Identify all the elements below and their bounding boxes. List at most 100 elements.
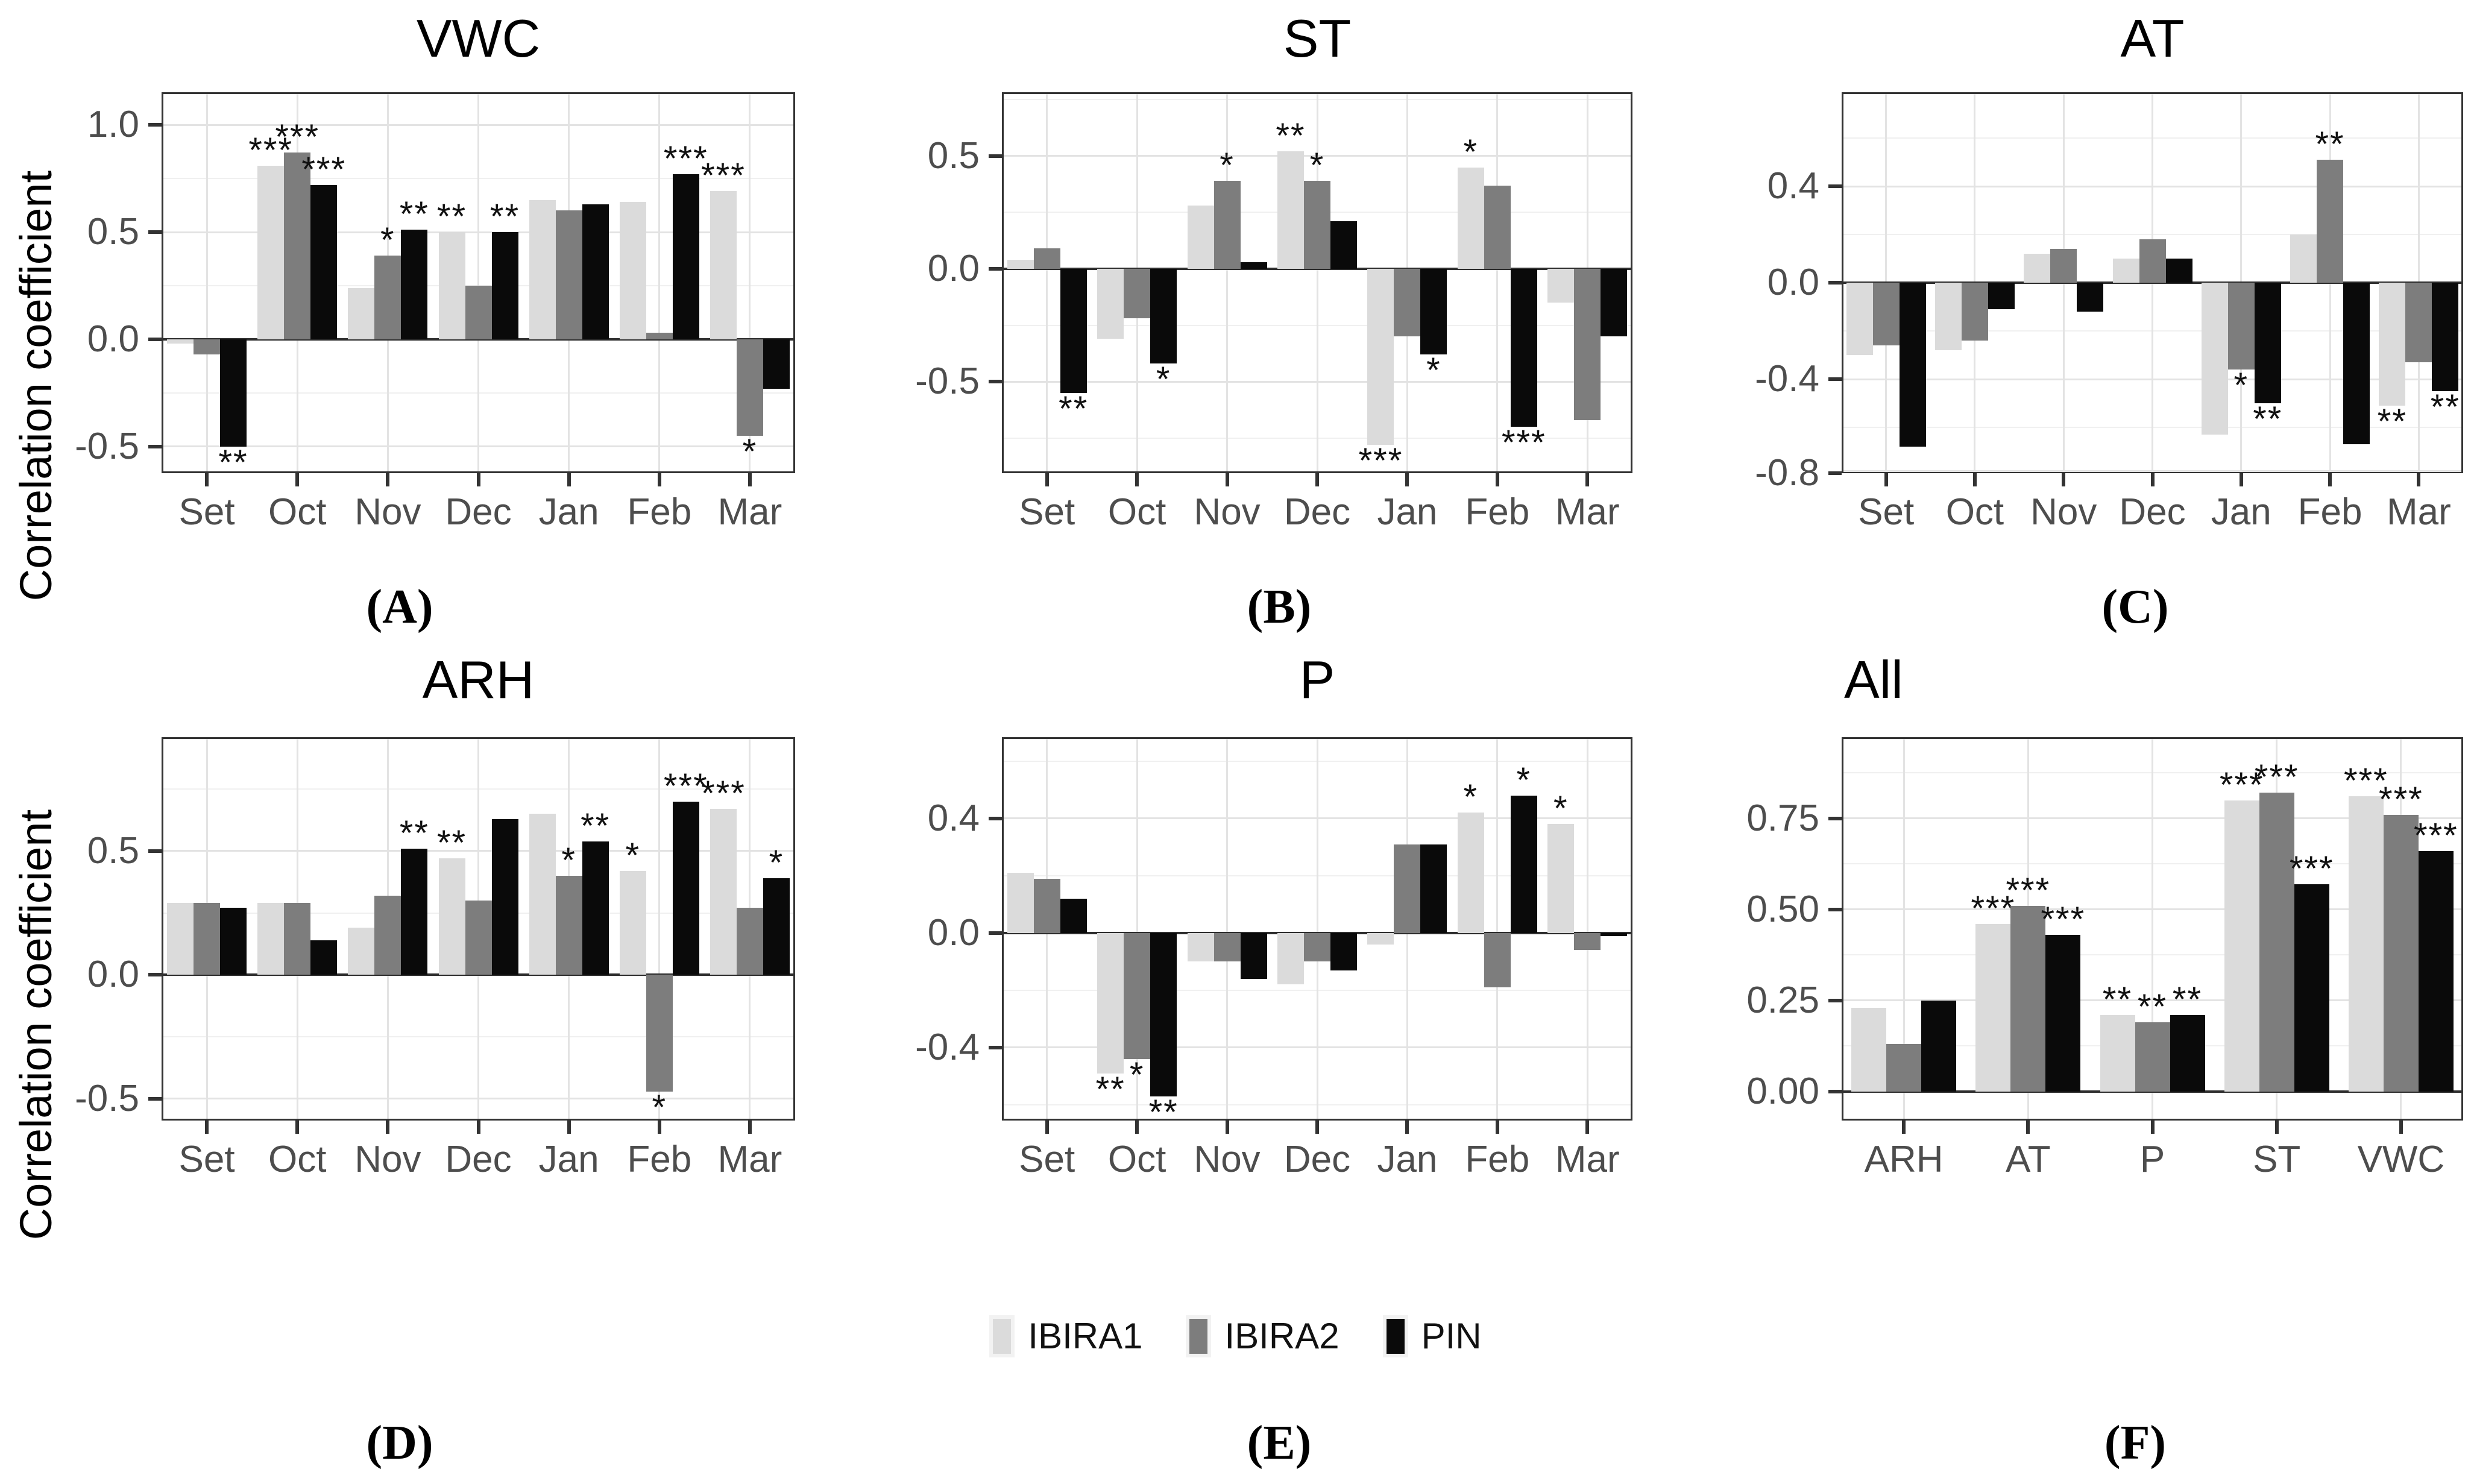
bar-All-AT-IBIRA2: [2010, 905, 2046, 1092]
x-tick-label: Mar: [1555, 1139, 1620, 1180]
y-tick-mark: [148, 849, 162, 853]
x-tick-label: Set: [178, 1139, 235, 1180]
x-tick-label: Jan: [538, 1139, 599, 1180]
bar-P-Jan-PIN: [1420, 844, 1447, 933]
x-tick-label: Mar: [717, 491, 782, 533]
x-tick-mark: [1972, 473, 1977, 486]
y-tick-mark: [1828, 184, 1842, 188]
vertical-gridline: [2152, 739, 2153, 1119]
significance-stars: *: [652, 1087, 667, 1127]
significance-stars: **: [2137, 987, 2168, 1027]
vertical-gridline: [1226, 94, 1229, 471]
x-tick-label: Dec: [445, 1139, 512, 1180]
bar-AT-Set-PIN: [1899, 283, 1926, 447]
x-tick-label: Oct: [268, 491, 327, 533]
bar-AT-Jan-IBIRA1: [2201, 283, 2228, 435]
y-tick-label: -0.5: [915, 360, 980, 403]
significance-stars: ***: [301, 149, 347, 189]
bar-P-Feb-PIN: [1510, 795, 1537, 933]
significance-stars: *: [1516, 760, 1532, 800]
vertical-gridline: [1496, 94, 1499, 471]
y-tick-mark: [989, 266, 1002, 271]
bar-ARH-Dec-PIN: [491, 819, 518, 975]
bar-AT-Nov-IBIRA1: [2024, 254, 2051, 283]
y-tick-label: -0.8: [1755, 452, 1819, 494]
y-tick-mark: [148, 444, 162, 448]
legend-key-background: [989, 1315, 1015, 1357]
x-tick-label: AT: [2005, 1139, 2051, 1180]
x-tick-mark: [748, 473, 752, 486]
significance-stars: ***: [2379, 779, 2423, 819]
significance-stars: *: [380, 221, 395, 260]
x-tick-label: Feb: [1465, 491, 1530, 533]
bar-ST-Nov-IBIRA1: [1187, 206, 1214, 269]
significance-stars: ***: [1501, 423, 1546, 462]
x-tick-mark: [2328, 473, 2332, 486]
significance-stars: *: [1463, 132, 1479, 172]
significance-stars: **: [399, 813, 429, 853]
x-tick-mark: [567, 473, 571, 486]
legend-label: IBIRA1: [1028, 1316, 1143, 1356]
x-tick-label: Mar: [1555, 491, 1620, 533]
x-tick-label: Feb: [627, 491, 692, 533]
vertical-gridline: [477, 94, 479, 471]
significance-stars: **: [1276, 116, 1306, 156]
bar-All-VWC-PIN: [2418, 851, 2454, 1092]
bar-VWC-Oct-IBIRA1: [257, 165, 285, 339]
x-tick-mark: [1315, 1121, 1319, 1134]
bar-AT-Dec-IBIRA1: [2112, 259, 2139, 283]
bar-ST-Feb-IBIRA2: [1484, 185, 1511, 269]
bar-VWC-Jan-PIN: [582, 204, 609, 339]
y-tick-label: -0.4: [915, 1026, 980, 1068]
bar-ARH-Feb-IBIRA1: [619, 870, 646, 975]
significance-stars: ***: [2254, 758, 2299, 797]
bar-VWC-Set-IBIRA1: [167, 339, 194, 344]
bar-All-ST-IBIRA2: [2259, 793, 2294, 1092]
bar-AT-Jan-IBIRA2: [2227, 283, 2255, 369]
bar-ARH-Nov-PIN: [401, 848, 428, 975]
bar-ARH-Oct-PIN: [310, 940, 338, 975]
panel-letter-(A): (A): [366, 580, 433, 634]
bar-P-Feb-IBIRA2: [1484, 932, 1511, 988]
significance-stars: ***: [663, 139, 708, 178]
y-tick-label: 0.25: [1746, 979, 1819, 1021]
bar-ARH-Oct-IBIRA2: [284, 903, 311, 975]
zero-line: [1004, 267, 1631, 270]
x-tick-mark: [1315, 473, 1319, 486]
significance-stars: ***: [2041, 900, 2086, 940]
panel-letter-(D): (D): [366, 1416, 433, 1470]
bar-ARH-Feb-PIN: [672, 801, 699, 975]
significance-stars: **: [218, 442, 248, 482]
bar-All-P-IBIRA2: [2135, 1022, 2170, 1092]
bar-ARH-Mar-PIN: [763, 878, 790, 975]
bar-P-Set-IBIRA2: [1033, 878, 1060, 933]
bar-All-AT-IBIRA1: [1975, 923, 2011, 1092]
x-tick-label: Nov: [354, 1139, 421, 1180]
significance-stars: *: [769, 843, 784, 883]
y-tick-mark: [148, 337, 162, 341]
y-tick-label: -0.4: [1755, 358, 1819, 400]
bar-P-Nov-IBIRA1: [1187, 932, 1214, 962]
bar-ST-Dec-IBIRA2: [1304, 181, 1330, 269]
bar-ARH-Set-IBIRA2: [194, 903, 221, 975]
x-tick-label: Set: [1019, 491, 1075, 533]
bar-AT-Set-IBIRA2: [1872, 283, 1900, 345]
significance-stars: ***: [663, 766, 708, 806]
bar-VWC-Feb-IBIRA1: [619, 202, 646, 339]
y-tick-mark: [1828, 281, 1842, 285]
significance-stars: **: [2315, 125, 2345, 164]
x-tick-label: Set: [1019, 1139, 1075, 1180]
x-tick-label: Feb: [1465, 1139, 1530, 1180]
bar-VWC-Dec-PIN: [491, 232, 518, 339]
vertical-gridline: [1586, 739, 1588, 1119]
y-tick-mark: [989, 154, 1002, 158]
x-tick-label: Dec: [1283, 1139, 1351, 1180]
bar-P-Feb-IBIRA1: [1457, 813, 1484, 933]
bar-AT-Dec-PIN: [2165, 259, 2192, 283]
bar-ST-Mar-PIN: [1601, 268, 1628, 337]
bar-AT-Feb-IBIRA2: [2317, 160, 2344, 283]
x-tick-label: Mar: [717, 1139, 782, 1180]
y-tick-label: 0.5: [927, 134, 980, 177]
bar-P-Set-IBIRA1: [1007, 873, 1034, 933]
significance-stars: **: [2377, 402, 2407, 441]
